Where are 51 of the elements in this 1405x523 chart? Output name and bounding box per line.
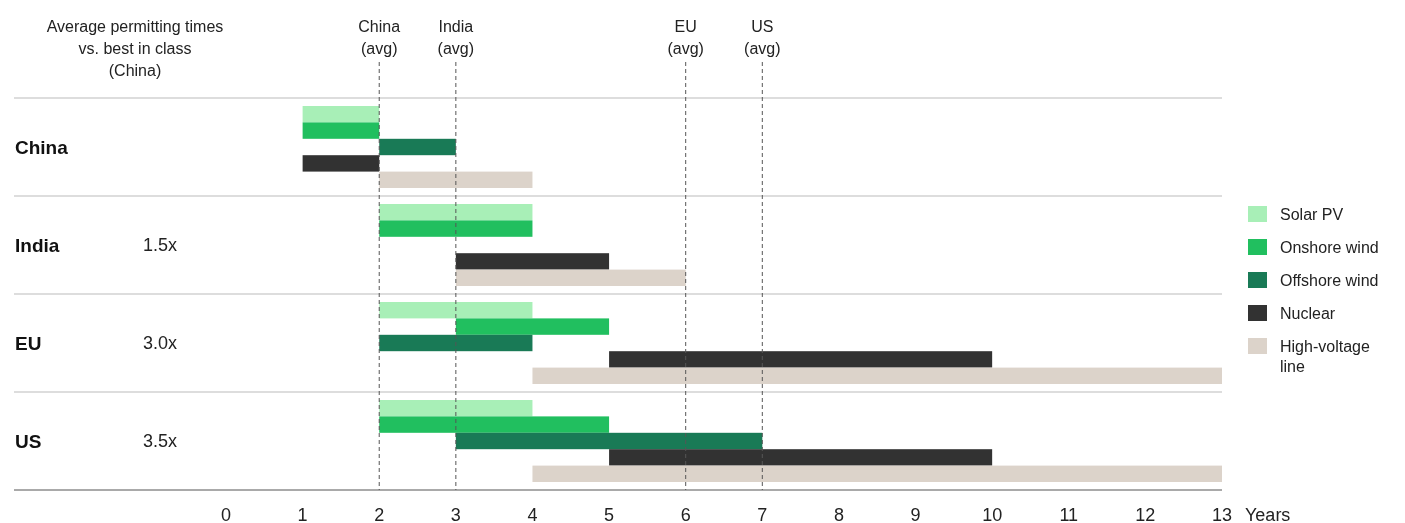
- legend-label: Solar PV: [1280, 205, 1344, 223]
- x-tick-label: 5: [604, 505, 615, 523]
- x-tick-label: 11: [1059, 505, 1079, 523]
- bar: [379, 138, 456, 156]
- x-tick-label: 7: [757, 505, 768, 523]
- x-tick-label: 12: [1135, 505, 1156, 523]
- legend-label: High-voltage line: [1280, 337, 1370, 375]
- x-tick-label: 4: [527, 505, 538, 523]
- bar: [379, 171, 533, 188]
- y-tick-label: US: [15, 430, 42, 452]
- bar: [609, 449, 993, 466]
- y-tick-label: India: [15, 234, 60, 256]
- x-tick-label: 10: [982, 505, 1003, 523]
- text: 3.0x: [143, 333, 178, 354]
- bar: [532, 465, 1222, 482]
- x-tick-label: 13: [1211, 505, 1233, 523]
- legend-label: Nuclear: [1280, 304, 1336, 322]
- y-tick-label: China: [15, 136, 69, 158]
- text: 3.5x: [143, 431, 178, 452]
- legend-label: Offshore wind: [1280, 271, 1379, 289]
- text: Average permitting times vs. best in class (China): [46, 18, 224, 79]
- x-tick-label: 9: [910, 505, 921, 523]
- bar: [379, 400, 533, 417]
- bar: [302, 155, 380, 172]
- ref-line-label: India (avg): [437, 18, 475, 57]
- bar: [379, 220, 533, 237]
- x-tick-label: 6: [680, 505, 691, 523]
- x-tick-label: 1: [297, 505, 308, 523]
- x-tick-label: 8: [833, 505, 844, 523]
- bar: [455, 269, 686, 286]
- ref-line-label: US (avg): [744, 18, 781, 57]
- bar: [379, 334, 533, 352]
- bar: [379, 204, 533, 221]
- bar: [455, 432, 763, 450]
- x-tick-label: 3: [450, 505, 461, 523]
- legend-label: Onshore wind: [1280, 238, 1379, 256]
- bar: [455, 253, 610, 270]
- x-tick-label: 0: [220, 505, 232, 523]
- x-tick-label: 2: [374, 505, 385, 523]
- bar: [532, 367, 1222, 384]
- x-axis-title: Years: [1245, 505, 1291, 523]
- ref-line-label: China (avg): [358, 18, 401, 57]
- text: 1.5x: [143, 235, 178, 256]
- y-tick-label: EU: [15, 332, 42, 354]
- bar: [302, 106, 380, 123]
- bar: [379, 416, 610, 433]
- bar: [455, 318, 610, 335]
- bar: [609, 351, 993, 368]
- ref-line-label: EU (avg): [667, 18, 704, 57]
- bar: [302, 122, 380, 139]
- bar: [379, 302, 533, 319]
